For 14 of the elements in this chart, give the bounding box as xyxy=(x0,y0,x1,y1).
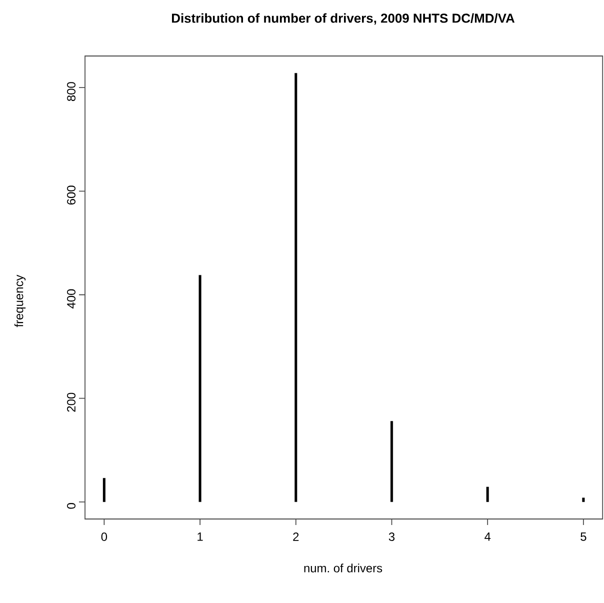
x-tick-label: 2 xyxy=(293,532,299,541)
y-tick-label: 800 xyxy=(67,82,76,102)
x-tick-label: 0 xyxy=(101,532,108,541)
chart-title: Distribution of number of drivers, 2009 NHTS DC/MD/VA xyxy=(172,13,515,25)
y-tick-label: 400 xyxy=(67,289,76,308)
x-tick-label: 4 xyxy=(484,532,491,541)
x-tick-label: 5 xyxy=(580,532,586,541)
x-tick-label: 3 xyxy=(388,532,395,541)
y-tick-label: 0 xyxy=(67,503,76,509)
y-tick-label: 600 xyxy=(67,186,76,205)
y-tick-label: 200 xyxy=(67,392,76,412)
y-axis-title: frequency xyxy=(14,274,26,328)
x-tick-label: 1 xyxy=(198,532,203,541)
x-axis-title: num. of drivers xyxy=(304,564,382,572)
